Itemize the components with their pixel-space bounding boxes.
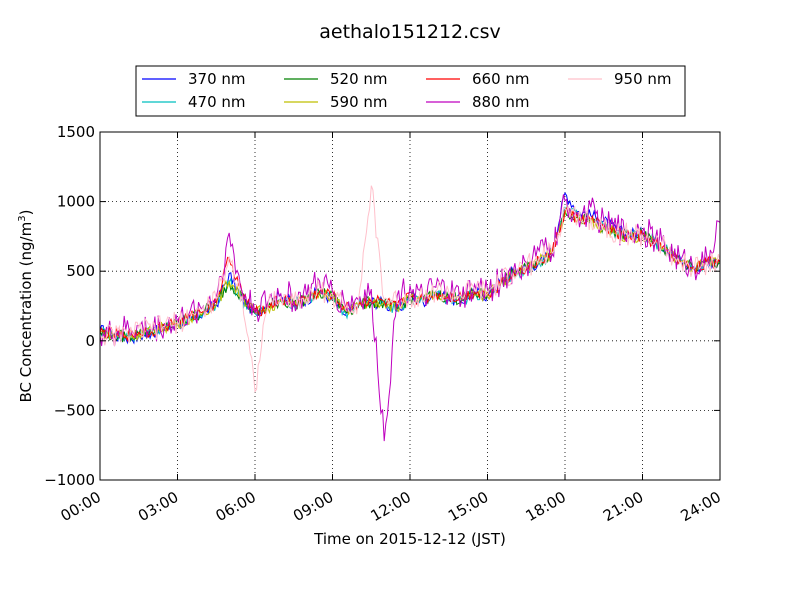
legend-label: 370 nm xyxy=(188,70,246,88)
legend-label: 660 nm xyxy=(472,70,530,88)
series-lines xyxy=(99,185,721,442)
y-tick-label: −1000 xyxy=(44,471,95,489)
legend-label: 590 nm xyxy=(330,93,388,111)
series-line-950-nm xyxy=(99,185,721,393)
y-tick-label: 500 xyxy=(66,262,95,280)
legend-label: 880 nm xyxy=(472,93,530,111)
chart-title: aethalo151212.csv xyxy=(319,21,501,43)
grid xyxy=(100,132,720,480)
legend-label: 950 nm xyxy=(614,70,672,88)
y-tick-label: 1000 xyxy=(57,193,95,211)
legend-items: 370 nm 470 nm 520 nm 590 nm 660 nm 880 nm 950 … xyxy=(142,70,672,111)
legend-label: 520 nm xyxy=(330,70,388,88)
x-axis-label: Time on 2015-12-12 (JST) xyxy=(313,530,506,548)
y-tick-label: 0 xyxy=(85,332,95,350)
y-axis-label-end: ) xyxy=(17,210,35,216)
legend-box xyxy=(135,65,686,117)
legend-label: 470 nm xyxy=(188,93,246,111)
y-axis-label-main: BC Concentration (ng/m xyxy=(17,222,35,403)
y-tick-label: 1500 xyxy=(57,123,95,141)
y-tick-label: −500 xyxy=(54,401,95,419)
y-axis-label: BC Concentration (ng/m3) xyxy=(17,210,35,403)
y-axis-label-superscript: 3 xyxy=(17,215,28,221)
legend: 370 nm 470 nm 520 nm 590 nm 660 nm 880 nm 950 … xyxy=(135,65,686,117)
